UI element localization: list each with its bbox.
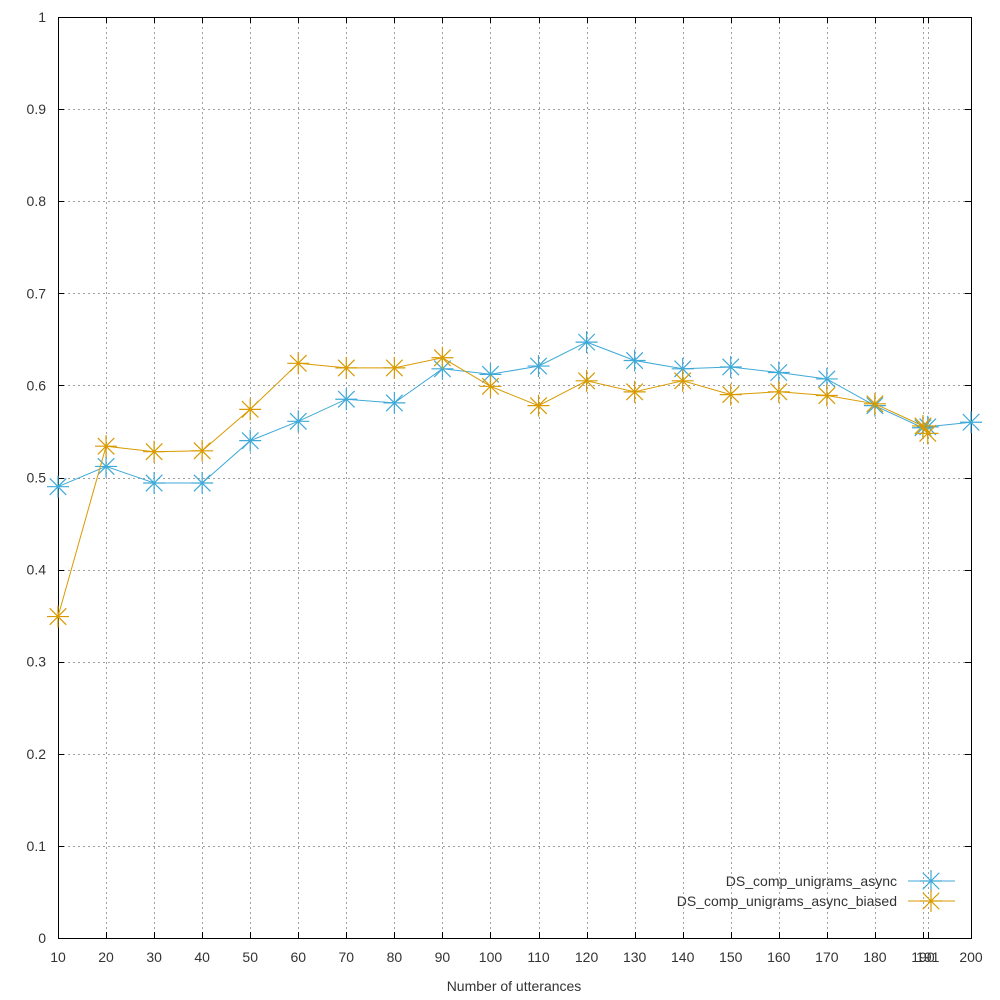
data-point [575,369,598,392]
x-tick-label: 140 [671,949,695,965]
data-point [383,356,406,379]
data-point [143,472,166,495]
data-point [815,384,838,407]
data-point [143,440,166,463]
y-tick-label: 1 [38,9,46,25]
data-point [767,380,790,403]
data-point [95,435,118,458]
series-1 [47,331,982,498]
x-tick-label: 130 [623,949,647,965]
series-line [57,357,929,617]
x-tick-label: 191 [916,949,940,965]
x-tick-label: 170 [815,949,839,965]
x-tick-label: 100 [479,949,503,965]
x-tick-label: 10 [50,949,66,965]
data-point [47,605,69,628]
data-point [916,422,939,445]
data-point [767,361,790,384]
legend: DS_comp_unigrams_async DS_comp_unigrams_a… [677,870,955,912]
y-tick-label: 0.8 [27,193,47,209]
legend-marker [920,890,942,912]
data-point [719,355,742,378]
y-tick-label: 0.6 [27,377,47,393]
data-point [287,410,310,433]
x-tick-label: 80 [387,949,403,965]
data-point [479,375,502,398]
data-point [383,391,406,414]
data-point [239,429,262,452]
x-tick-label: 50 [242,949,258,965]
data-point [527,355,550,378]
data-point [191,439,214,462]
data-point [95,455,118,478]
x-tick-label: 200 [959,949,983,965]
y-tick-label: 0.2 [27,746,47,762]
x-tick-label: 160 [767,949,791,965]
legend-label: DS_comp_unigrams_async [726,873,897,889]
x-tick-label: 190 [911,949,935,965]
data-point [911,414,934,437]
x-tick-label: 120 [575,949,599,965]
data-point [335,356,358,379]
grid [58,17,971,938]
data-point [719,383,742,406]
y-tick-label: 0.7 [27,285,47,301]
data-point [623,380,646,403]
x-tick-label: 30 [146,949,162,965]
y-tick-label: 0.1 [27,838,47,854]
data-point [671,369,694,392]
x-tick-label: 180 [863,949,887,965]
y-tick-label: 0 [38,930,46,946]
series-line [57,341,972,488]
data-point [239,398,262,421]
data-point [623,349,646,372]
data-point [960,411,982,434]
data-point [191,472,214,495]
x-tick-label: 20 [98,949,114,965]
data-point [527,394,550,417]
x-tick-label: 150 [719,949,743,965]
series-2 [47,346,939,628]
x-tick-label: 40 [194,949,210,965]
data-point [431,346,454,369]
x-tick-label: 70 [339,949,355,965]
data-point [335,388,358,411]
data-point [287,352,310,375]
x-tick-label: 110 [527,949,550,965]
x-axis-title: Number of utterances [447,978,582,994]
y-tick-label: 0.4 [27,562,47,578]
y-tick-label: 0.3 [27,654,47,670]
x-tick-label: 60 [290,949,306,965]
x-tick-label: 90 [435,949,451,965]
y-tick-label: 0.5 [27,470,47,486]
y-tick-label: 0.9 [27,101,47,117]
data-point [575,331,598,354]
series [47,331,982,628]
legend-marker [920,870,942,892]
legend-label: DS_comp_unigrams_async_biased [677,893,897,909]
data-point [47,475,69,498]
data-point [863,392,886,415]
